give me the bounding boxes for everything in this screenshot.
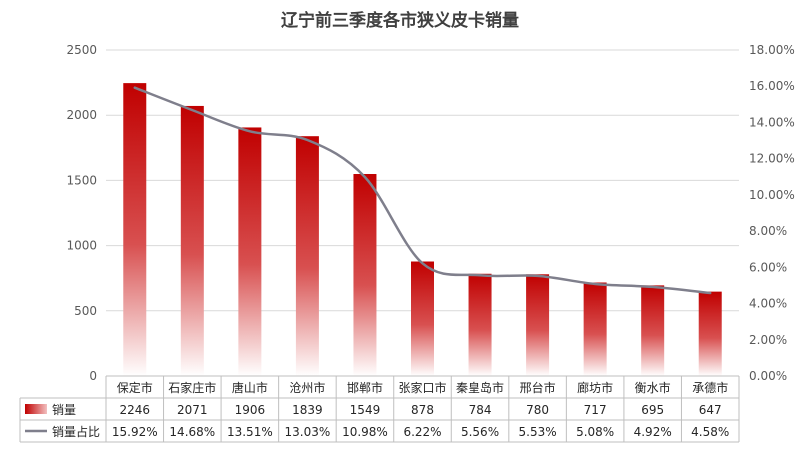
legend-line-label: 销量占比 — [52, 424, 100, 439]
y-right-tick-label: 8.00% — [749, 224, 787, 238]
x-tick-label: 邯郸市 — [347, 380, 383, 395]
data-label: 2071 — [177, 403, 208, 417]
data-label: 2246 — [119, 403, 150, 417]
bar — [411, 261, 434, 376]
data-label: 4.58% — [691, 425, 729, 439]
y-right-tick-label: 18.00% — [749, 43, 795, 57]
legend-bar-label: 销量 — [52, 403, 76, 417]
x-tick-label: 石家庄市 — [168, 380, 216, 395]
bar — [353, 174, 377, 376]
data-label: 878 — [411, 403, 434, 417]
y-left-tick-label: 1500 — [66, 173, 97, 187]
data-label: 5.56% — [461, 425, 499, 439]
axes: 0 500 1000 1500 2000 2500 0.00% 2.00% 4.00% 6.00%… — [66, 43, 794, 383]
x-tick-label: 保定市 — [117, 380, 153, 395]
x-tick-label: 沧州市 — [289, 380, 325, 395]
y-left-tick-label: 2500 — [66, 43, 97, 57]
bar — [641, 285, 665, 376]
data-label: 13.03% — [285, 425, 331, 439]
data-label: 6.22% — [403, 425, 441, 439]
y-right-tick-label: 14.00% — [749, 115, 795, 129]
bar — [468, 273, 492, 376]
data-label: 13.51% — [227, 425, 273, 439]
bar — [526, 274, 550, 376]
x-tick-label: 承德市 — [692, 380, 728, 395]
data-label: 14.68% — [169, 425, 215, 439]
x-tick-label: 廊坊市 — [577, 380, 613, 395]
data-table: 保定市 石家庄市 唐山市 沧州市 邯郸市 张家口市 秦皇岛市 邢台市 廊坊市 衡水市 承德市销量销量… — [19, 375, 740, 443]
share-line-path — [133, 86, 712, 295]
y-right-tick-label: 6.00% — [749, 260, 787, 274]
data-label: 5.08% — [576, 425, 614, 439]
chart-title: 辽宁前三季度各市狭义皮卡销量 — [281, 10, 519, 31]
y-right-tick-label: 10.00% — [749, 188, 795, 202]
y-right-tick-label: 0.00% — [749, 369, 787, 383]
y-left-tick-label: 500 — [74, 304, 97, 318]
y-left-tick-label: 0 — [89, 369, 97, 383]
data-label: 5.53% — [519, 425, 557, 439]
bar — [583, 282, 607, 376]
data-label: 15.92% — [112, 425, 158, 439]
y-right-tick-label: 2.00% — [749, 333, 787, 347]
bar — [698, 291, 722, 376]
x-tick-label: 唐山市 — [232, 380, 268, 395]
bar — [123, 83, 147, 377]
y-right-tick-label: 4.00% — [749, 297, 787, 311]
data-label: 1906 — [235, 403, 266, 417]
data-label: 717 — [584, 403, 607, 417]
x-tick-label: 衡水市 — [635, 380, 671, 395]
data-label: 784 — [469, 403, 492, 417]
data-label: 695 — [641, 403, 664, 417]
data-label: 10.98% — [342, 425, 388, 439]
bar — [180, 105, 204, 377]
bars — [123, 83, 722, 377]
x-tick-label: 邢台市 — [520, 380, 556, 395]
legend-bar-key — [25, 404, 47, 414]
x-tick-label: 张家口市 — [398, 380, 446, 395]
bar — [238, 127, 262, 376]
data-label: 1549 — [350, 403, 381, 417]
bar — [295, 136, 319, 376]
x-tick-label: 秦皇岛市 — [456, 380, 504, 395]
share-line — [133, 86, 712, 295]
data-label: 780 — [526, 403, 549, 417]
y-left-tick-label: 1000 — [66, 239, 97, 253]
y-left-tick-label: 2000 — [66, 108, 97, 122]
y-right-tick-label: 12.00% — [749, 152, 795, 166]
data-label: 4.92% — [634, 425, 672, 439]
y-right-tick-label: 16.00% — [749, 79, 795, 93]
gridlines — [106, 49, 739, 312]
data-label: 647 — [699, 403, 722, 417]
data-label: 1839 — [292, 403, 323, 417]
